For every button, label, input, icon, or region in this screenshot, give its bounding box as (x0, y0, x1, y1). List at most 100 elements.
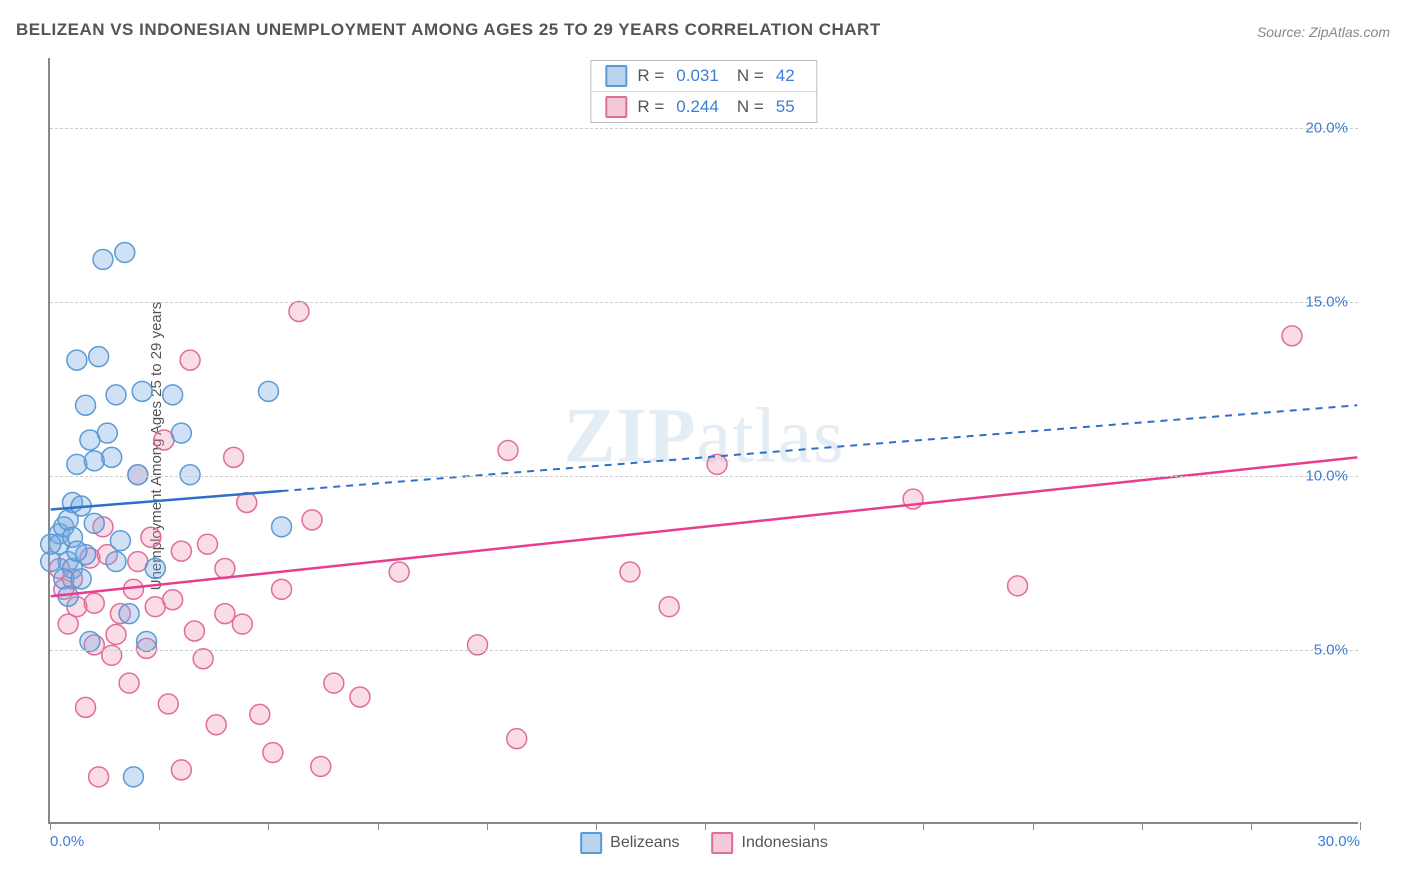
scatter-point (158, 694, 178, 714)
x-tick (159, 822, 160, 830)
scatter-point (180, 350, 200, 370)
scatter-point (84, 451, 104, 471)
scatter-point (1282, 326, 1302, 346)
scatter-point (89, 347, 109, 367)
scatter-point (76, 697, 96, 717)
x-tick (378, 822, 379, 830)
scatter-point (659, 597, 679, 617)
source-attribution: Source: ZipAtlas.com (1257, 24, 1390, 40)
scatter-point (93, 249, 113, 269)
scatter-point (84, 593, 104, 613)
scatter-point (620, 562, 640, 582)
scatter-point (324, 673, 344, 693)
scatter-point (311, 756, 331, 776)
n-value-indonesians: 55 (776, 97, 795, 117)
gridline-h (50, 128, 1358, 129)
scatter-point (498, 440, 518, 460)
x-tick (1251, 822, 1252, 830)
plot-area: ZIPatlas R = 0.031 N = 42 R = 0.244 N = … (48, 58, 1358, 824)
x-tick (923, 822, 924, 830)
scatter-point (115, 242, 135, 262)
stats-row-belizeans: R = 0.031 N = 42 (591, 61, 816, 91)
scatter-point (171, 760, 191, 780)
x-tick (596, 822, 597, 830)
scatter-point (106, 552, 126, 572)
r-label: R = (637, 66, 664, 86)
scatter-point (272, 517, 292, 537)
scatter-point (41, 534, 61, 554)
n-label: N = (737, 97, 764, 117)
legend-item-belizeans: Belizeans (580, 832, 679, 854)
scatter-point (102, 447, 122, 467)
scatter-point (110, 531, 130, 551)
x-tick (1142, 822, 1143, 830)
scatter-point (76, 395, 96, 415)
scatter-point (145, 559, 165, 579)
scatter-point (67, 454, 87, 474)
scatter-point (272, 579, 292, 599)
scatter-point (137, 631, 157, 651)
scatter-point (250, 704, 270, 724)
x-tick (1033, 822, 1034, 830)
scatter-point (468, 635, 488, 655)
scatter-point (102, 645, 122, 665)
x-tick (814, 822, 815, 830)
swatch-belizeans-icon (580, 832, 602, 854)
scatter-point (198, 534, 218, 554)
r-label: R = (637, 97, 664, 117)
scatter-point (84, 513, 104, 533)
swatch-indonesians (605, 96, 627, 118)
scatter-point (132, 381, 152, 401)
stats-row-indonesians: R = 0.244 N = 55 (591, 91, 816, 122)
gridline-h (50, 302, 1358, 303)
chart-title: BELIZEAN VS INDONESIAN UNEMPLOYMENT AMON… (16, 20, 881, 40)
series-legend: Belizeans Indonesians (580, 832, 828, 854)
scatter-point (106, 624, 126, 644)
scatter-point (171, 541, 191, 561)
scatter-point (507, 729, 527, 749)
legend-label-belizeans: Belizeans (610, 834, 679, 852)
scatter-point (258, 381, 278, 401)
scatter-point (215, 604, 235, 624)
scatter-point (184, 621, 204, 641)
scatter-point (180, 465, 200, 485)
scatter-point (171, 423, 191, 443)
scatter-point (232, 614, 252, 634)
scatter-point (163, 590, 183, 610)
scatter-point (97, 423, 117, 443)
x-tick-label: 30.0% (1317, 833, 1360, 850)
y-tick-label: 20.0% (1305, 119, 1348, 136)
scatter-point (224, 447, 244, 467)
scatter-point (119, 604, 139, 624)
scatter-point (119, 673, 139, 693)
x-tick-label: 0.0% (50, 833, 84, 850)
scatter-point (106, 385, 126, 405)
scatter-point (389, 562, 409, 582)
scatter-point (71, 569, 91, 589)
scatter-point (141, 527, 161, 547)
scatter-point (67, 350, 87, 370)
y-tick-label: 15.0% (1305, 293, 1348, 310)
x-tick (487, 822, 488, 830)
scatter-point (163, 385, 183, 405)
x-tick (268, 822, 269, 830)
trend-line-dashed (282, 405, 1358, 491)
scatter-point (302, 510, 322, 530)
gridline-h (50, 476, 1358, 477)
n-label: N = (737, 66, 764, 86)
scatter-point (128, 465, 148, 485)
y-tick-label: 10.0% (1305, 467, 1348, 484)
swatch-belizeans (605, 65, 627, 87)
y-tick-label: 5.0% (1314, 641, 1348, 658)
trend-line-solid (51, 457, 1358, 596)
scatter-point (89, 767, 109, 787)
r-value-indonesians: 0.244 (676, 97, 719, 117)
scatter-point (206, 715, 226, 735)
scatter-point (263, 743, 283, 763)
scatter-point (193, 649, 213, 669)
scatter-point (80, 631, 100, 651)
chart-container: BELIZEAN VS INDONESIAN UNEMPLOYMENT AMON… (0, 0, 1406, 892)
scatter-point (289, 302, 309, 322)
legend-label-indonesians: Indonesians (742, 834, 828, 852)
x-tick (50, 822, 51, 830)
